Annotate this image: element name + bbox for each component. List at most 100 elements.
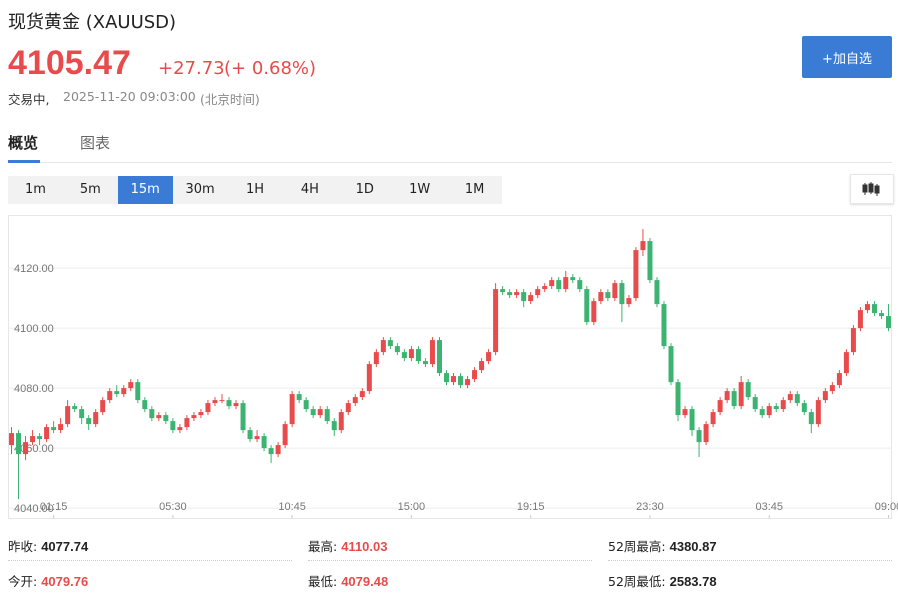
candle-body bbox=[731, 391, 737, 407]
stat: 今开: 4079.76 bbox=[8, 571, 88, 590]
candle-body bbox=[857, 310, 863, 329]
datetime: 2025-11-20 09:03:00 bbox=[63, 89, 196, 104]
divider bbox=[608, 560, 892, 561]
chart-type-button[interactable] bbox=[850, 174, 894, 204]
timezone: (北京时间) bbox=[200, 92, 260, 107]
stat: 最高: 4110.03 bbox=[308, 536, 387, 555]
interval[interactable]: 4H bbox=[300, 182, 319, 197]
candle-body bbox=[808, 412, 814, 425]
candle-body bbox=[331, 421, 337, 431]
x-tick-label: 23:30 bbox=[636, 501, 664, 513]
candle-body bbox=[135, 382, 141, 401]
candle-body bbox=[619, 283, 625, 305]
price: 4105.47 bbox=[8, 44, 131, 82]
x-tick-label: 15:00 bbox=[398, 501, 426, 513]
candle-body bbox=[429, 340, 435, 365]
tab[interactable]: 概览 bbox=[8, 134, 39, 152]
candle-body bbox=[682, 409, 688, 416]
candle-body bbox=[451, 376, 457, 383]
candle-body bbox=[219, 400, 225, 402]
candle-body bbox=[640, 241, 646, 251]
stat-value: 4077.74 bbox=[41, 539, 89, 554]
x-tick-label: 05:30 bbox=[159, 501, 187, 513]
candle-body bbox=[542, 286, 548, 290]
interval[interactable]: 1D bbox=[355, 182, 374, 197]
candle-body bbox=[738, 382, 744, 407]
candle-body bbox=[878, 313, 884, 317]
stat-value: 4079.76 bbox=[41, 574, 89, 589]
candle-body bbox=[514, 292, 520, 296]
symbol: (XAUUSD) bbox=[85, 12, 177, 33]
candle-body bbox=[72, 406, 78, 410]
stat: 52周最低: 2583.78 bbox=[608, 571, 717, 590]
x-tick-label: 01:15 bbox=[40, 501, 68, 513]
candle-body bbox=[163, 415, 169, 422]
candle-body bbox=[240, 403, 246, 431]
candle-body bbox=[850, 328, 856, 353]
stat-value: 4380.87 bbox=[669, 539, 717, 554]
interval[interactable]: 1W bbox=[409, 182, 431, 197]
candle-body bbox=[23, 442, 29, 455]
candle-body bbox=[324, 409, 330, 422]
candle-body bbox=[626, 298, 632, 305]
candle-body bbox=[100, 400, 106, 413]
candle-body bbox=[9, 433, 15, 446]
candle-body bbox=[500, 289, 506, 293]
candle-body bbox=[521, 292, 527, 302]
stat-label: 最低: bbox=[308, 574, 338, 589]
candle-body bbox=[472, 370, 478, 380]
interval[interactable]: 5m bbox=[79, 182, 101, 197]
candle-body bbox=[184, 418, 190, 428]
candle-body bbox=[871, 304, 877, 314]
x-tick-label: 10:45 bbox=[278, 501, 306, 513]
divider bbox=[8, 560, 292, 561]
candle-body bbox=[787, 394, 793, 401]
interval[interactable]: 15m bbox=[117, 176, 173, 204]
stat-label: 52周最低: bbox=[608, 574, 666, 589]
candle-body bbox=[317, 409, 323, 416]
candle-body bbox=[577, 280, 583, 290]
interval[interactable]: 1m bbox=[24, 182, 46, 197]
candle-body bbox=[443, 373, 449, 383]
candle-body bbox=[114, 391, 120, 395]
candle-body bbox=[191, 415, 197, 419]
candle-body bbox=[387, 340, 393, 347]
candle-body bbox=[16, 433, 22, 455]
candle-body bbox=[752, 397, 758, 410]
candle-body bbox=[149, 409, 155, 419]
candle-body bbox=[310, 409, 316, 416]
interval[interactable]: 1M bbox=[464, 182, 485, 197]
candle-body bbox=[598, 292, 604, 302]
candle-body bbox=[549, 280, 555, 287]
tab[interactable]: 图表 bbox=[80, 134, 111, 152]
stat-value: 4110.03 bbox=[341, 539, 388, 554]
interval[interactable]: 1H bbox=[245, 182, 265, 197]
candle-body bbox=[759, 409, 765, 416]
candle-body bbox=[556, 280, 562, 290]
candle-body bbox=[864, 304, 870, 311]
divider bbox=[308, 560, 592, 561]
candle-body bbox=[745, 382, 751, 398]
stat: 52周最高: 4380.87 bbox=[608, 536, 717, 555]
candle-body bbox=[268, 448, 274, 455]
candle-body bbox=[93, 412, 99, 425]
candle-body bbox=[366, 364, 372, 392]
candle-body bbox=[65, 406, 71, 425]
candle-body bbox=[58, 424, 64, 431]
interval[interactable]: 30m bbox=[185, 182, 215, 197]
candle-body bbox=[829, 385, 835, 392]
candle-body bbox=[724, 391, 730, 401]
candle-body bbox=[794, 394, 800, 404]
candle-body bbox=[51, 427, 57, 431]
x-tick-label: 09:00 bbox=[875, 501, 898, 513]
candle-body bbox=[703, 424, 709, 443]
candle-body bbox=[247, 430, 253, 440]
add-watchlist-button[interactable]: +加自选 bbox=[802, 36, 892, 78]
candle-body bbox=[605, 292, 611, 299]
candle-body bbox=[44, 427, 50, 440]
candle-body bbox=[275, 445, 281, 455]
candle-body bbox=[345, 403, 351, 413]
candle-body bbox=[408, 349, 414, 359]
candle-body bbox=[198, 412, 204, 416]
